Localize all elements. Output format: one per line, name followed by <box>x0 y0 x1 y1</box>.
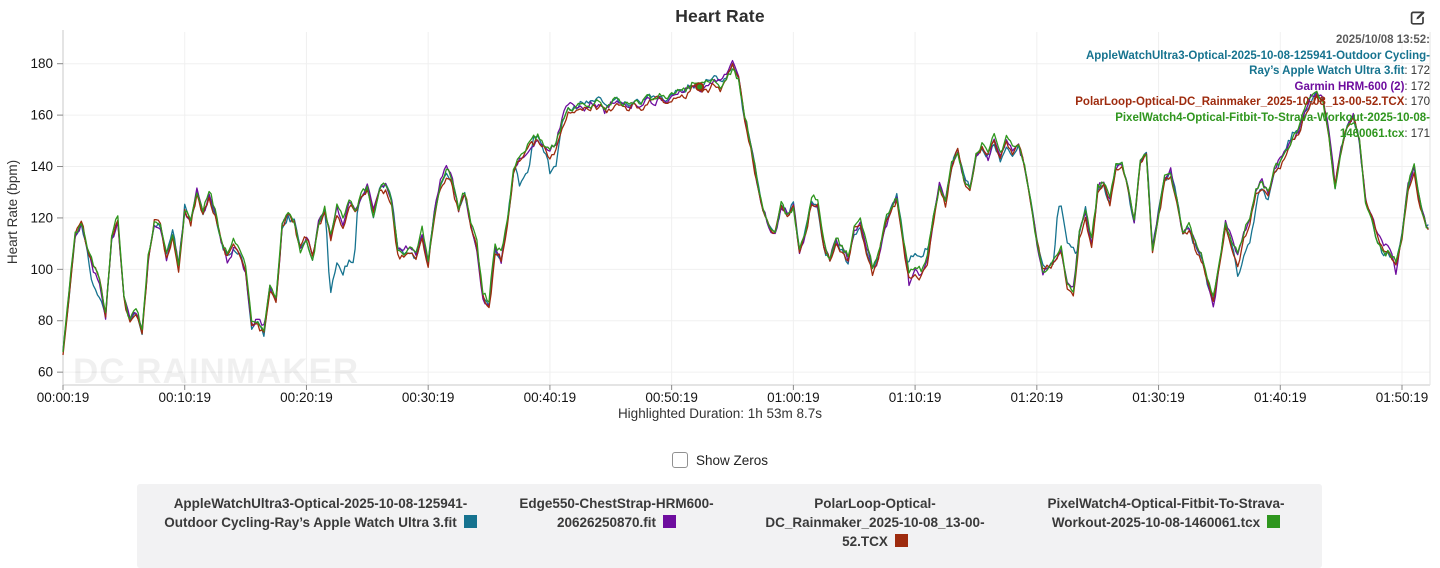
legend-item[interactable]: Edge550-ChestStrap-HRM600-20626250870.fi… <box>517 494 717 532</box>
legend-item[interactable]: PixelWatch4-Optical-Fitbit-To-Strava-Wor… <box>1034 494 1299 532</box>
x-tick-label: 00:40:19 <box>524 390 577 405</box>
show-zeros-checkbox[interactable] <box>671 452 688 468</box>
x-tick-label: 01:20:19 <box>1011 390 1064 405</box>
show-zeros-label: Show Zeros <box>695 452 769 468</box>
y-tick-label: 80 <box>38 313 53 328</box>
legend-item-label: AppleWatchUltra3-Optical-2025-10-08-1259… <box>164 496 468 530</box>
x-tick-label: 01:50:19 <box>1376 390 1429 405</box>
legend-item-label: PixelWatch4-Optical-Fitbit-To-Strava-Wor… <box>1047 496 1285 530</box>
y-tick-label: 60 <box>38 365 53 380</box>
x-tick-label: 01:30:19 <box>1132 390 1185 405</box>
show-zeros-row: Show Zeros <box>0 452 1440 468</box>
y-axis-title: Heart Rate (bpm) <box>5 160 20 264</box>
legend-color-swatch <box>894 534 908 547</box>
series-line-2[interactable] <box>62 63 1429 356</box>
x-tick-label: 00:00:19 <box>37 390 90 405</box>
y-tick-label: 160 <box>30 108 53 123</box>
legend-color-swatch <box>1267 515 1281 528</box>
x-tick-label: 00:30:19 <box>402 390 455 405</box>
x-tick-label: 01:00:19 <box>767 390 820 405</box>
series-legend: AppleWatchUltra3-Optical-2025-10-08-1259… <box>137 484 1322 568</box>
y-tick-label: 140 <box>30 159 53 174</box>
page-title: Heart Rate <box>675 6 765 26</box>
x-tick-label: 00:20:19 <box>280 390 333 405</box>
legend-item[interactable]: PolarLoop-Optical-DC_Rainmaker_2025-10-0… <box>753 494 998 551</box>
series-line-3[interactable] <box>62 68 1429 352</box>
legend-item-label: Edge550-ChestStrap-HRM600-20626250870.fi… <box>519 496 714 530</box>
legend-color-swatch <box>663 515 677 528</box>
y-tick-label: 100 <box>30 262 53 277</box>
y-tick-label: 180 <box>30 56 53 71</box>
legend-color-swatch <box>463 515 477 528</box>
x-tick-label: 01:10:19 <box>889 390 942 405</box>
highlighted-duration: Highlighted Duration: 1h 53m 8.7s <box>617 406 823 421</box>
x-tick-label: 00:50:19 <box>645 390 698 405</box>
x-tick-label: 01:40:19 <box>1254 390 1307 405</box>
y-tick-label: 120 <box>30 210 53 225</box>
legend-item-label: PolarLoop-Optical-DC_Rainmaker_2025-10-0… <box>765 496 985 549</box>
hover-marker-inner <box>697 84 703 90</box>
x-tick-label: 00:10:19 <box>158 390 211 405</box>
watermark: DC RAINMAKER <box>73 352 359 391</box>
heart-rate-chart[interactable]: 60 80 100 120 140 160 180 00:00:19 00:10:19 00:20… <box>0 0 1440 405</box>
legend-item[interactable]: AppleWatchUltra3-Optical-2025-10-08-1259… <box>161 494 481 532</box>
edit-chart-button[interactable] <box>1408 8 1428 28</box>
compose-icon <box>1410 11 1425 25</box>
